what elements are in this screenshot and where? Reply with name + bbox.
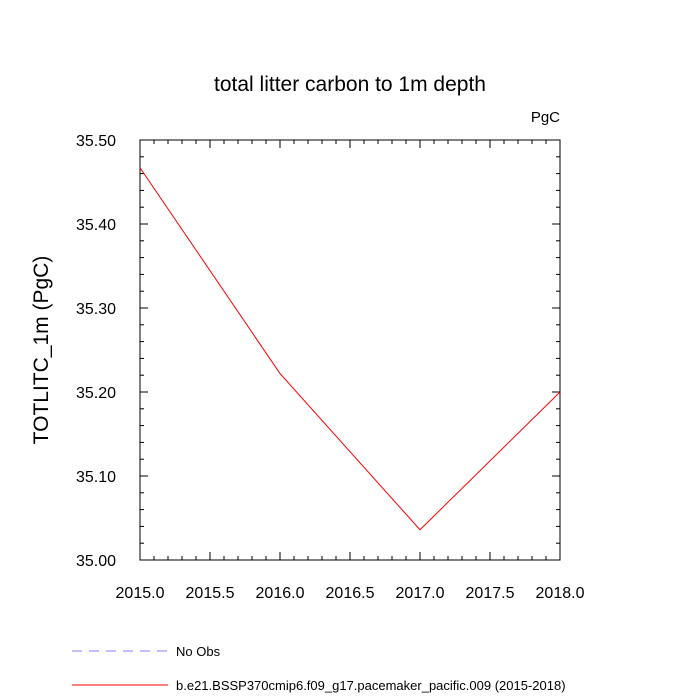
y-tick-label: 35.20 — [76, 385, 116, 402]
x-tick-label: 2016.5 — [326, 585, 375, 602]
tick-labels: 2015.0 2015.5 2016.0 2016.5 2017.0 2017.5 2018… — [76, 133, 585, 602]
units-label: PgC — [531, 109, 560, 126]
x-tick-label: 2018.0 — [536, 585, 585, 602]
x-tick-label: 2015.5 — [186, 585, 235, 602]
y-tick-label: 35.40 — [76, 217, 116, 234]
y-tick-label: 35.50 — [76, 133, 116, 150]
axis-ticks — [139, 139, 561, 561]
y-axis-label: TOTLITC_1m (PgC) — [30, 256, 53, 445]
legend-label-1: b.e21.BSSP370cmip6.f09_g17.pacemaker_pac… — [176, 678, 566, 693]
series-line-0 — [139, 167, 561, 531]
legend: No Obs b.e21.BSSP370cmip6.f09_g17.pacemak… — [72, 644, 566, 693]
x-tick-label: 2017.5 — [466, 585, 515, 602]
legend-label-0: No Obs — [176, 644, 221, 659]
plot-frame — [139, 139, 561, 561]
y-tick-label: 35.10 — [76, 469, 116, 486]
series-layer — [139, 167, 561, 531]
x-tick-label: 2017.0 — [396, 585, 445, 602]
chart-title: total litter carbon to 1m depth — [214, 73, 486, 96]
x-tick-label: 2015.0 — [116, 585, 165, 602]
y-tick-label: 35.00 — [76, 553, 116, 570]
y-tick-label: 35.30 — [76, 301, 116, 318]
x-tick-label: 2016.0 — [256, 585, 305, 602]
